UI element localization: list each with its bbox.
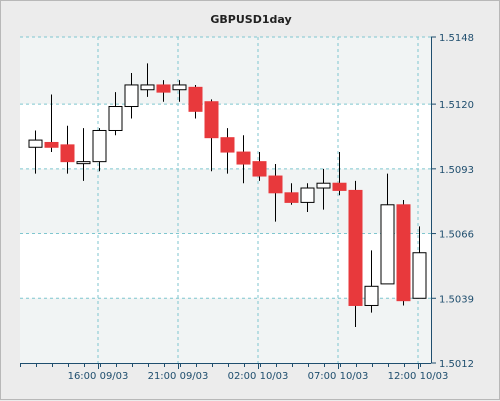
y-tick-label: 1.5012 — [439, 359, 474, 370]
y-tick-label: 1.5093 — [439, 165, 474, 176]
x-tick-label: 21:00 09/03 — [148, 371, 209, 382]
candle — [28, 130, 43, 174]
candle — [204, 99, 219, 172]
candle — [108, 92, 123, 136]
grid-band — [20, 37, 431, 105]
x-tick-label: 02:00 10/03 — [228, 371, 289, 382]
candle-body-up — [108, 106, 123, 131]
candle-body-down — [252, 161, 267, 177]
candle — [236, 135, 251, 184]
candle-body-up — [380, 204, 395, 285]
candle-body-down — [332, 182, 347, 191]
candle — [92, 128, 107, 172]
y-tick-label: 1.5148 — [439, 33, 474, 44]
candle — [316, 168, 331, 210]
candle-body-up — [92, 129, 107, 163]
candle — [156, 80, 171, 102]
candle — [252, 152, 267, 181]
candle — [140, 63, 155, 97]
x-tick-label: 07:00 10/03 — [308, 371, 369, 382]
candle-body-down — [268, 175, 283, 194]
candle — [188, 84, 203, 119]
candle — [364, 250, 379, 313]
candle-body-down — [348, 189, 363, 306]
candle — [380, 173, 395, 285]
candle-body-up — [316, 182, 331, 189]
candle-body-up — [364, 285, 379, 306]
candle — [284, 183, 299, 205]
candle — [348, 180, 363, 328]
candle — [76, 128, 91, 181]
candle-body-down — [60, 144, 75, 163]
x-tick-label: 12:00 10/03 — [388, 371, 449, 382]
candle — [332, 152, 347, 196]
candle-body-up — [28, 139, 43, 148]
candle-body-down — [396, 204, 411, 302]
candle-body-up — [172, 84, 187, 91]
axes: 1.5148 1.5120 1.5093 1.5066 1.5039 1.5012 16:0… — [20, 33, 474, 382]
x-tick-label: 16:00 09/03 — [68, 371, 129, 382]
candle — [124, 72, 139, 119]
candle — [268, 164, 283, 222]
candle — [396, 200, 411, 306]
candle-body-down — [204, 101, 219, 139]
candle-body-down — [44, 141, 59, 148]
candle-body-up — [412, 252, 427, 299]
grid-band — [20, 298, 431, 363]
y-tick-label: 1.5066 — [439, 230, 474, 241]
candle-body-down — [284, 192, 299, 203]
plot-area — [20, 36, 431, 363]
candle — [44, 94, 59, 153]
candle-body-down — [220, 137, 235, 153]
candle-body-down — [156, 84, 171, 93]
candle — [172, 80, 187, 102]
candle — [300, 183, 315, 212]
candle-body-up — [140, 84, 155, 91]
candle — [220, 128, 235, 174]
chart-title: GBPUSD1day — [210, 13, 292, 26]
candles — [28, 63, 427, 328]
y-tick-label: 1.5120 — [439, 100, 474, 111]
candle — [412, 226, 427, 299]
candle-body-up — [76, 161, 91, 165]
candle-body-down — [188, 86, 203, 112]
y-tick-label: 1.5039 — [439, 294, 474, 305]
candle-body-up — [124, 84, 139, 108]
grid-band — [20, 168, 431, 234]
candle-body-down — [236, 151, 251, 165]
candle-body-up — [300, 187, 315, 203]
candle — [60, 125, 75, 174]
